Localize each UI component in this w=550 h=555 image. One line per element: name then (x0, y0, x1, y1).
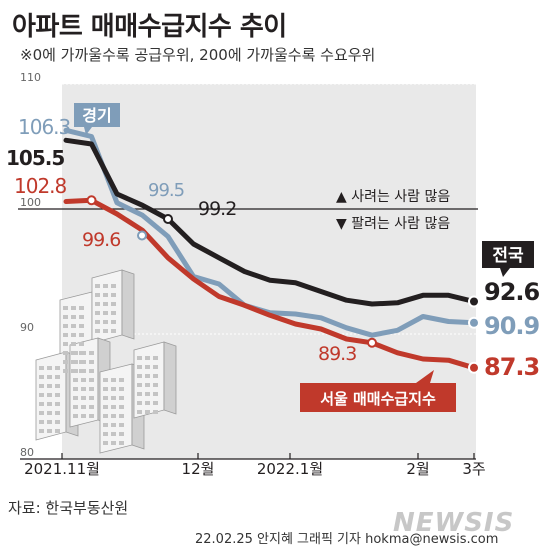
header: 아파트 매매수급지수 추이 ※0에 가까울수록 공급우위, 200에 가까울수록… (0, 0, 550, 80)
data-label-gyeonggi-end: 90.9 (484, 312, 540, 340)
tag-seoul-box (300, 383, 456, 412)
end-point-marker (468, 295, 480, 308)
series-line-seoul (63, 197, 477, 371)
data-label-national-mid: 99.2 (198, 198, 236, 220)
y-tick-label: 100 (20, 196, 41, 209)
tag-national-box (482, 241, 534, 268)
source-note: 자료: 한국부동산원 (8, 499, 129, 517)
tag-seoul-pointer (416, 370, 434, 383)
x-tick-label: 2022.1월 (257, 460, 323, 478)
data-label-seoul-start: 102.8 (14, 174, 67, 198)
newsis-watermark: NEWSIS (393, 508, 514, 538)
data-label-seoul-mid: 99.6 (82, 229, 120, 251)
tag-national: 전국 (492, 246, 524, 266)
data-label-seoul-low: 89.3 (318, 343, 356, 365)
y-tick-label: 80 (20, 446, 34, 459)
data-label-gyeonggi-mid: 99.5 (148, 180, 184, 201)
data-label-national-end: 92.6 (484, 278, 540, 306)
tag-gyeonggi: 경기 (82, 106, 111, 125)
apartment-buildings-illustration (35, 269, 177, 454)
tag-national-pointer (500, 268, 510, 277)
page-subtitle: ※0에 가까울수록 공급우위, 200에 가까울수록 수요우위 (20, 46, 376, 64)
tag-gyeonggi-pointer (84, 127, 92, 135)
credit-line: 22.02.25 안지혜 그래픽 기자 hokma@newsis.com (195, 532, 499, 547)
national-mid-point (163, 214, 173, 224)
seoul-point-marker (86, 195, 97, 206)
x-tick-label: 3주 (462, 460, 485, 478)
data-label-gyeonggi-start: 106.3 (18, 115, 71, 139)
tag-gyeonggi-box (74, 103, 120, 127)
series-line-national (63, 137, 477, 307)
x-tick-label: 12월 (182, 460, 215, 478)
end-point-marker (468, 361, 480, 374)
x-tick-label: 2021.11월 (24, 460, 100, 478)
tag-seoul: 서울 매매수급지수 (320, 390, 436, 408)
end-point-marker (468, 316, 480, 329)
seoul-low-point (367, 337, 377, 348)
y-tick-label: 110 (20, 71, 41, 84)
legend-down-label: ▼ 팔려는 사람 많음 (336, 216, 450, 232)
x-tick-label: 2월 (406, 460, 429, 478)
legend-up-label: ▲ 사려는 사람 많음 (336, 189, 450, 205)
watermark-text: NEWSIS (393, 508, 515, 538)
y-tick-label: 90 (20, 321, 34, 334)
gyeonggi-mid-point (137, 230, 147, 241)
data-label-seoul-end: 87.3 (484, 353, 539, 381)
data-label-national-start: 105.5 (6, 146, 64, 170)
page-title: 아파트 매매수급지수 추이 (12, 12, 287, 42)
